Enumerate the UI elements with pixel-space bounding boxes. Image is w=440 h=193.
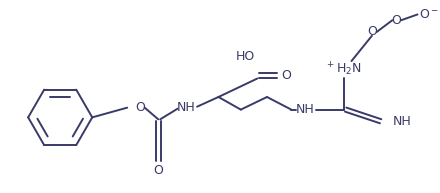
- Text: O: O: [391, 14, 401, 27]
- Text: O: O: [135, 101, 145, 114]
- Text: O: O: [153, 164, 163, 177]
- Text: $^+$H$_2$N: $^+$H$_2$N: [325, 60, 362, 78]
- Text: NH: NH: [296, 103, 314, 116]
- Text: O: O: [367, 25, 377, 38]
- Text: NH: NH: [392, 115, 411, 128]
- Text: O: O: [282, 69, 291, 82]
- Text: NH: NH: [177, 101, 196, 114]
- Text: HO: HO: [236, 50, 255, 63]
- Text: O$^-$: O$^-$: [419, 8, 440, 21]
